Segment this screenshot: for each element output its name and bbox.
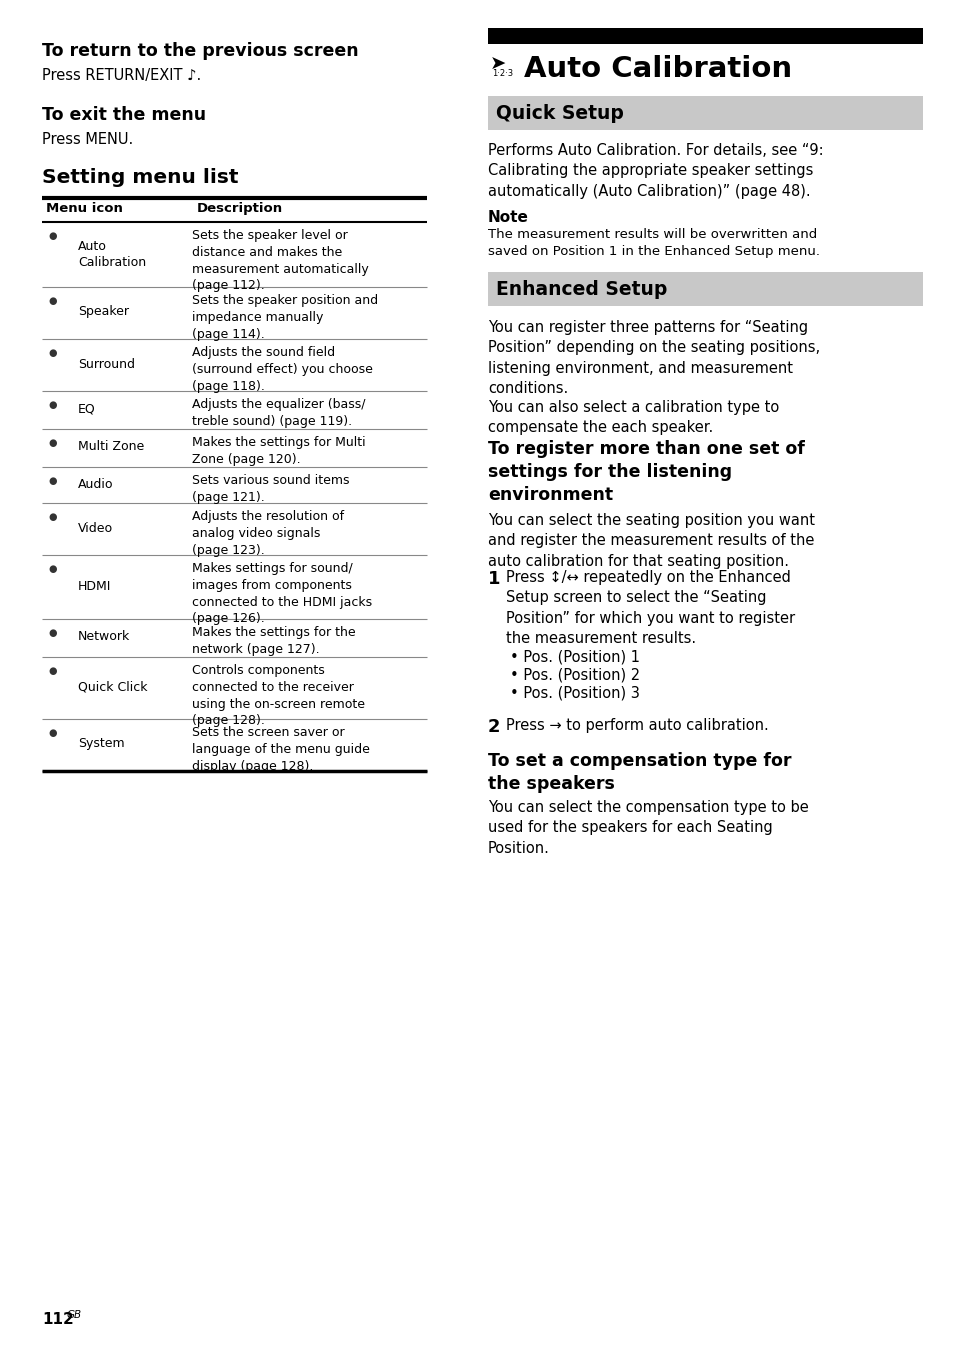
Text: Network: Network xyxy=(78,630,131,644)
Text: ●: ● xyxy=(48,438,56,448)
Text: Auto
Calibration: Auto Calibration xyxy=(78,239,146,269)
Text: Adjusts the sound field
(surround effect) you choose
(page 118).: Adjusts the sound field (surround effect… xyxy=(192,346,373,392)
Text: HDMI: HDMI xyxy=(78,580,112,592)
Text: 1: 1 xyxy=(488,571,500,588)
Text: Press MENU.: Press MENU. xyxy=(42,132,133,147)
Text: You can also select a calibration type to
compensate the each speaker.: You can also select a calibration type t… xyxy=(488,400,779,435)
Bar xyxy=(488,272,923,306)
Text: Adjusts the resolution of
analog video signals
(page 123).: Adjusts the resolution of analog video s… xyxy=(192,510,344,557)
Text: Adjusts the equalizer (bass/
treble sound) (page 119).: Adjusts the equalizer (bass/ treble soun… xyxy=(192,397,365,427)
Text: • Pos. (Position) 3: • Pos. (Position) 3 xyxy=(510,685,639,700)
Text: EQ: EQ xyxy=(78,403,95,415)
Text: Audio: Audio xyxy=(78,477,113,491)
Text: ●: ● xyxy=(48,476,56,485)
Text: Sets various sound items
(page 121).: Sets various sound items (page 121). xyxy=(192,475,349,504)
Text: 2: 2 xyxy=(488,718,500,735)
Text: Surround: Surround xyxy=(78,357,135,370)
Text: Press RETURN/EXIT ♪.: Press RETURN/EXIT ♪. xyxy=(42,68,201,82)
Text: Makes settings for sound/
images from components
connected to the HDMI jacks
(pa: Makes settings for sound/ images from co… xyxy=(192,562,372,626)
Text: Sets the speaker level or
distance and makes the
measurement automatically
(page: Sets the speaker level or distance and m… xyxy=(192,228,369,292)
Text: • Pos. (Position) 2: • Pos. (Position) 2 xyxy=(510,668,639,683)
Text: ●: ● xyxy=(48,231,56,241)
Text: Makes the settings for the
network (page 127).: Makes the settings for the network (page… xyxy=(192,626,355,656)
Text: System: System xyxy=(78,737,125,750)
Text: ●: ● xyxy=(48,627,56,638)
Text: Makes the settings for Multi
Zone (page 120).: Makes the settings for Multi Zone (page … xyxy=(192,435,365,466)
Text: To exit the menu: To exit the menu xyxy=(42,105,206,124)
Text: Menu icon: Menu icon xyxy=(46,201,123,215)
Text: ●: ● xyxy=(48,564,56,575)
Text: 1·2·3: 1·2·3 xyxy=(492,69,513,78)
Text: Controls components
connected to the receiver
using the on-screen remote
(page 1: Controls components connected to the rec… xyxy=(192,664,365,727)
Text: Sets the screen saver or
language of the menu guide
display (page 128).: Sets the screen saver or language of the… xyxy=(192,726,370,772)
Text: To return to the previous screen: To return to the previous screen xyxy=(42,42,358,59)
Text: ●: ● xyxy=(48,727,56,738)
Text: • Pos. (Position) 1: • Pos. (Position) 1 xyxy=(510,650,639,665)
Text: Speaker: Speaker xyxy=(78,306,129,319)
Text: ➤: ➤ xyxy=(490,55,506,74)
Text: You can select the seating position you want
and register the measurement result: You can select the seating position you … xyxy=(488,512,814,569)
Bar xyxy=(488,96,923,130)
Text: Setting menu list: Setting menu list xyxy=(42,168,238,187)
Text: Description: Description xyxy=(196,201,283,215)
Text: Press ↕/↔ repeatedly on the Enhanced
Setup screen to select the “Seating
Positio: Press ↕/↔ repeatedly on the Enhanced Set… xyxy=(505,571,794,646)
Text: Quick Setup: Quick Setup xyxy=(496,104,623,123)
Text: Quick Click: Quick Click xyxy=(78,680,148,694)
Text: You can select the compensation type to be
used for the speakers for each Seatin: You can select the compensation type to … xyxy=(488,800,808,856)
Text: ●: ● xyxy=(48,400,56,410)
Text: To set a compensation type for
the speakers: To set a compensation type for the speak… xyxy=(488,752,791,792)
Text: 112: 112 xyxy=(42,1311,73,1328)
Text: ●: ● xyxy=(48,296,56,306)
Text: ●: ● xyxy=(48,667,56,676)
Text: Auto Calibration: Auto Calibration xyxy=(523,55,791,82)
Text: GB: GB xyxy=(67,1310,82,1320)
Bar xyxy=(488,28,923,45)
Text: Note: Note xyxy=(488,210,528,224)
Text: The measurement results will be overwritten and
saved on Position 1 in the Enhan: The measurement results will be overwrit… xyxy=(488,228,820,258)
Text: Enhanced Setup: Enhanced Setup xyxy=(496,280,667,299)
Text: ●: ● xyxy=(48,347,56,358)
Text: Video: Video xyxy=(78,522,113,534)
Text: You can register three patterns for “Seating
Position” depending on the seating : You can register three patterns for “Sea… xyxy=(488,320,820,396)
Text: Multi Zone: Multi Zone xyxy=(78,441,144,453)
Text: To register more than one set of
settings for the listening
environment: To register more than one set of setting… xyxy=(488,439,804,504)
Text: Performs Auto Calibration. For details, see “9:
Calibrating the appropriate spea: Performs Auto Calibration. For details, … xyxy=(488,143,822,199)
Text: ●: ● xyxy=(48,512,56,522)
Text: Press → to perform auto calibration.: Press → to perform auto calibration. xyxy=(505,718,768,733)
Text: Sets the speaker position and
impedance manually
(page 114).: Sets the speaker position and impedance … xyxy=(192,293,377,341)
